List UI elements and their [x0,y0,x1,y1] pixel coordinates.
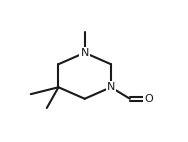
Text: O: O [144,94,153,104]
Text: N: N [80,48,89,58]
Text: N: N [107,82,115,92]
